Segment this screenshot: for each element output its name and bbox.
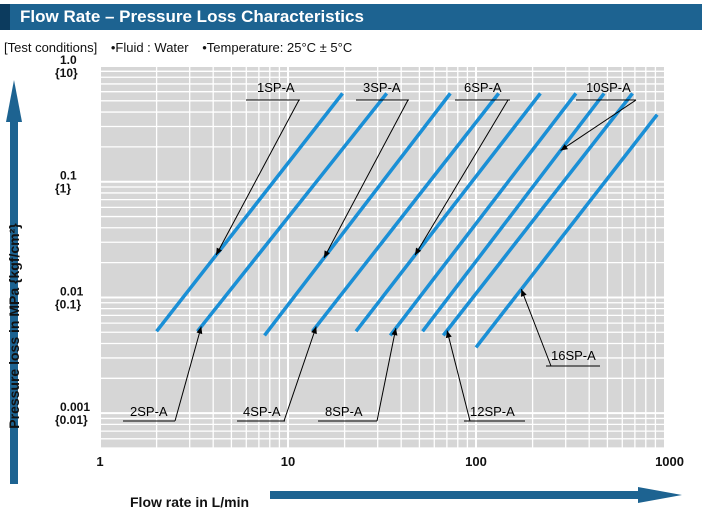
series-label-16sp-a: 16SP-A	[551, 348, 596, 363]
callout-leader-8sp-a	[376, 328, 397, 422]
series-label-12sp-a: 12SP-A	[470, 404, 515, 419]
y-tick-label: 0.01	[60, 284, 84, 298]
test-conditions: [Test conditions] •Fluid : Water •Temper…	[4, 40, 352, 56]
series-line-8sp-a	[388, 92, 578, 337]
callout-arrowhead-3sp-a	[323, 250, 330, 258]
x-axis-arrow-shaft	[270, 491, 640, 499]
axis-ticks: 1 10 100 1000 1.0{10} 0.1{1} 0.01{0.1} 0.001{0.…	[55, 53, 684, 469]
callout-arrowhead-10sp-a	[560, 144, 569, 151]
series-lines	[155, 92, 659, 349]
title-bar: Flow Rate – Pressure Loss Characteristic…	[0, 4, 702, 30]
series-label-3sp-a: 3SP-A	[363, 80, 401, 95]
x-axis-arrow-head	[638, 487, 682, 503]
callout-leader-6sp-a	[414, 99, 509, 256]
axis-arrows	[6, 80, 682, 503]
series-label-8sp-a: 8SP-A	[325, 404, 363, 419]
series-callouts: 1SP-A 2SP-A 3SP-A 4SP-A 6SP-A 8SP-A 10SP-A 12SP…	[123, 80, 637, 422]
series-line-16sp-a	[474, 113, 659, 349]
test-conditions-label: [Test conditions]	[4, 40, 98, 55]
callout-leader-10sp-a	[560, 99, 637, 151]
chart-title: Flow Rate – Pressure Loss Characteristic…	[20, 7, 364, 26]
series-line-2sp-a	[196, 92, 389, 333]
plot-area	[100, 66, 664, 448]
x-axis-label: Flow rate in L/min	[130, 494, 250, 510]
y-tick-label: 0.1	[60, 169, 77, 183]
y-tick-label: 0.001	[60, 400, 90, 414]
y-tick-label: 1.0	[60, 53, 77, 67]
callout-arrowhead-12sp-a	[445, 330, 452, 339]
title-accent-tab	[0, 4, 10, 30]
callout-arrowhead-4sp-a	[311, 326, 317, 335]
y-tick-sublabel: {1}	[55, 182, 71, 196]
series-line-4sp-a	[311, 92, 501, 333]
y-axis-arrow-head	[6, 80, 22, 122]
callout-leader-16sp-a	[520, 289, 552, 367]
series-line-3sp-a	[263, 92, 452, 337]
x-tick-label: 100	[465, 454, 487, 469]
callout-leader-1sp-a	[215, 99, 300, 256]
x-tick-label: 1	[96, 454, 103, 469]
callout-leader-3sp-a	[323, 99, 409, 259]
callout-leader-2sp-a	[174, 326, 202, 422]
series-label-2sp-a: 2SP-A	[130, 404, 168, 419]
series-label-4sp-a: 4SP-A	[243, 404, 281, 419]
series-label-6sp-a: 6SP-A	[464, 80, 502, 95]
callout-arrowhead-16sp-a	[521, 289, 527, 297]
series-line-12sp-a	[441, 92, 634, 337]
series-line-1sp-a	[155, 92, 344, 333]
grid	[99, 65, 664, 449]
test-condition-fluid: •Fluid : Water	[110, 40, 189, 55]
callout-leader-4sp-a	[283, 326, 317, 422]
callout-arrowhead-2sp-a	[196, 326, 203, 335]
callout-arrowhead-1sp-a	[216, 247, 223, 256]
y-tick-sublabel: {0.1}	[55, 297, 81, 311]
y-axis-label-wrap: Pressure loss in MPa {kgf/cm²}	[4, 176, 24, 476]
y-tick-sublabel: {0.01}	[55, 413, 88, 427]
y-axis-label: Pressure loss in MPa {kgf/cm²}	[6, 223, 22, 429]
test-condition-temperature: •Temperature: 25°C ± 5°C	[202, 40, 353, 55]
series-line-6sp-a	[354, 92, 542, 333]
series-line-10sp-a	[421, 92, 606, 333]
y-axis-arrow-shaft	[10, 120, 18, 484]
callout-leader-12sp-a	[446, 330, 471, 422]
callout-arrowhead-6sp-a	[415, 247, 422, 256]
callout-arrowhead-8sp-a	[391, 328, 398, 336]
series-label-10sp-a: 10SP-A	[586, 80, 631, 95]
y-tick-sublabel: {10}	[55, 66, 78, 80]
x-tick-label: 10	[281, 454, 295, 469]
series-label-1sp-a: 1SP-A	[257, 80, 295, 95]
x-tick-label: 1000	[655, 454, 684, 469]
